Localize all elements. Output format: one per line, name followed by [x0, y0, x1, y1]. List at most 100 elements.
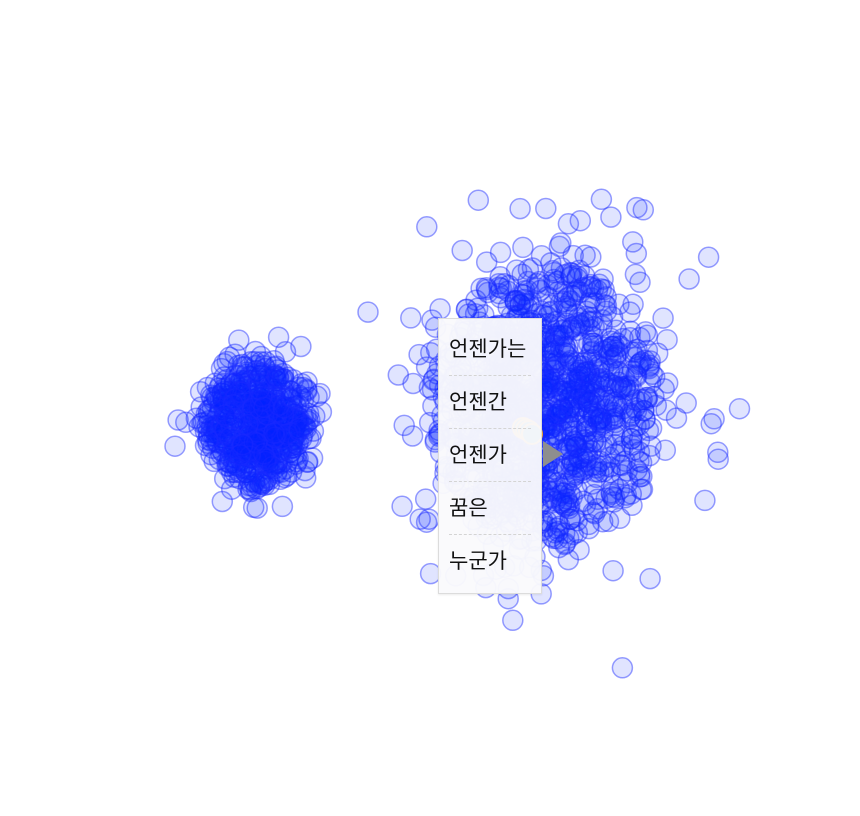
data-point[interactable] — [247, 386, 270, 409]
data-point[interactable] — [293, 414, 316, 436]
data-point[interactable] — [273, 388, 295, 410]
data-point[interactable] — [271, 427, 293, 450]
data-point[interactable] — [621, 434, 643, 456]
data-point[interactable] — [233, 445, 256, 467]
data-point[interactable] — [255, 440, 277, 463]
data-point[interactable] — [266, 400, 288, 423]
data-point[interactable] — [543, 334, 565, 356]
data-point[interactable] — [254, 450, 277, 473]
data-point[interactable] — [610, 463, 633, 486]
data-point[interactable] — [297, 410, 319, 432]
data-point[interactable] — [573, 378, 595, 401]
data-point[interactable] — [248, 476, 271, 498]
data-point[interactable] — [296, 371, 318, 393]
data-point[interactable] — [244, 340, 267, 363]
data-point[interactable] — [582, 501, 604, 524]
data-point[interactable] — [578, 391, 600, 414]
data-point[interactable] — [288, 384, 310, 406]
data-point[interactable] — [228, 365, 250, 387]
data-point[interactable] — [603, 339, 626, 361]
data-point[interactable] — [226, 455, 249, 477]
data-point[interactable] — [568, 538, 590, 561]
data-point[interactable] — [216, 432, 239, 455]
data-point[interactable] — [220, 372, 242, 394]
data-point[interactable] — [260, 437, 283, 460]
data-point[interactable] — [572, 352, 594, 374]
data-point[interactable] — [258, 468, 281, 491]
data-point[interactable] — [240, 365, 262, 388]
data-point[interactable] — [573, 384, 596, 407]
data-point[interactable] — [599, 372, 621, 395]
data-point[interactable] — [590, 407, 613, 429]
data-point[interactable] — [245, 478, 268, 500]
data-point[interactable] — [221, 442, 244, 464]
data-point[interactable] — [562, 373, 585, 395]
data-point[interactable] — [234, 440, 256, 463]
data-point[interactable] — [561, 262, 583, 284]
data-point[interactable] — [192, 411, 215, 434]
data-point[interactable] — [588, 355, 611, 377]
data-point[interactable] — [582, 332, 605, 355]
data-point[interactable] — [228, 398, 251, 420]
data-point[interactable] — [257, 448, 280, 471]
data-point[interactable] — [292, 376, 315, 399]
data-point[interactable] — [546, 382, 568, 404]
data-point[interactable] — [253, 355, 275, 377]
data-point[interactable] — [536, 274, 559, 296]
data-point[interactable] — [601, 336, 623, 358]
data-point[interactable] — [279, 410, 301, 433]
data-point[interactable] — [219, 452, 241, 474]
data-point[interactable] — [554, 336, 577, 359]
data-point[interactable] — [583, 316, 605, 338]
data-point[interactable] — [546, 471, 569, 494]
data-point[interactable] — [272, 396, 295, 419]
data-point[interactable] — [273, 367, 295, 390]
data-point[interactable] — [197, 421, 219, 443]
data-point[interactable] — [571, 459, 594, 482]
data-point[interactable] — [274, 409, 296, 432]
data-point[interactable] — [543, 273, 566, 295]
data-point[interactable] — [278, 433, 301, 455]
data-point[interactable] — [248, 378, 270, 400]
data-point[interactable] — [195, 403, 218, 425]
data-point[interactable] — [285, 395, 307, 417]
data-point[interactable] — [475, 277, 498, 299]
data-point[interactable] — [555, 377, 577, 399]
data-point[interactable] — [583, 502, 606, 525]
data-point[interactable] — [467, 189, 490, 211]
data-point[interactable] — [249, 384, 272, 406]
data-point[interactable] — [550, 257, 573, 279]
data-point[interactable] — [253, 396, 275, 419]
data-point[interactable] — [245, 359, 268, 382]
data-point[interactable] — [246, 402, 269, 425]
data-point[interactable] — [222, 429, 245, 452]
data-point[interactable] — [288, 420, 311, 442]
data-point[interactable] — [602, 559, 624, 582]
data-point[interactable] — [610, 375, 633, 398]
data-point[interactable] — [578, 513, 600, 536]
data-point[interactable] — [309, 382, 331, 405]
data-point[interactable] — [256, 386, 278, 409]
data-point[interactable] — [288, 407, 310, 429]
data-point[interactable] — [570, 395, 592, 417]
data-point[interactable] — [268, 404, 291, 426]
data-point[interactable] — [578, 332, 600, 355]
data-point[interactable] — [625, 365, 648, 388]
data-point[interactable] — [580, 389, 602, 412]
data-point[interactable] — [257, 410, 279, 433]
data-point[interactable] — [594, 412, 616, 434]
data-point[interactable] — [577, 391, 599, 413]
data-point[interactable] — [595, 487, 617, 510]
data-point[interactable] — [536, 305, 559, 328]
data-point[interactable] — [476, 278, 498, 301]
data-point[interactable] — [208, 448, 231, 471]
data-point[interactable] — [286, 450, 308, 473]
data-point[interactable] — [229, 381, 251, 404]
data-point[interactable] — [603, 404, 626, 426]
data-point[interactable] — [263, 435, 286, 457]
data-point[interactable] — [580, 287, 603, 309]
data-point[interactable] — [215, 377, 238, 399]
data-point[interactable] — [230, 381, 252, 404]
data-point[interactable] — [244, 406, 267, 429]
data-point[interactable] — [616, 471, 639, 494]
